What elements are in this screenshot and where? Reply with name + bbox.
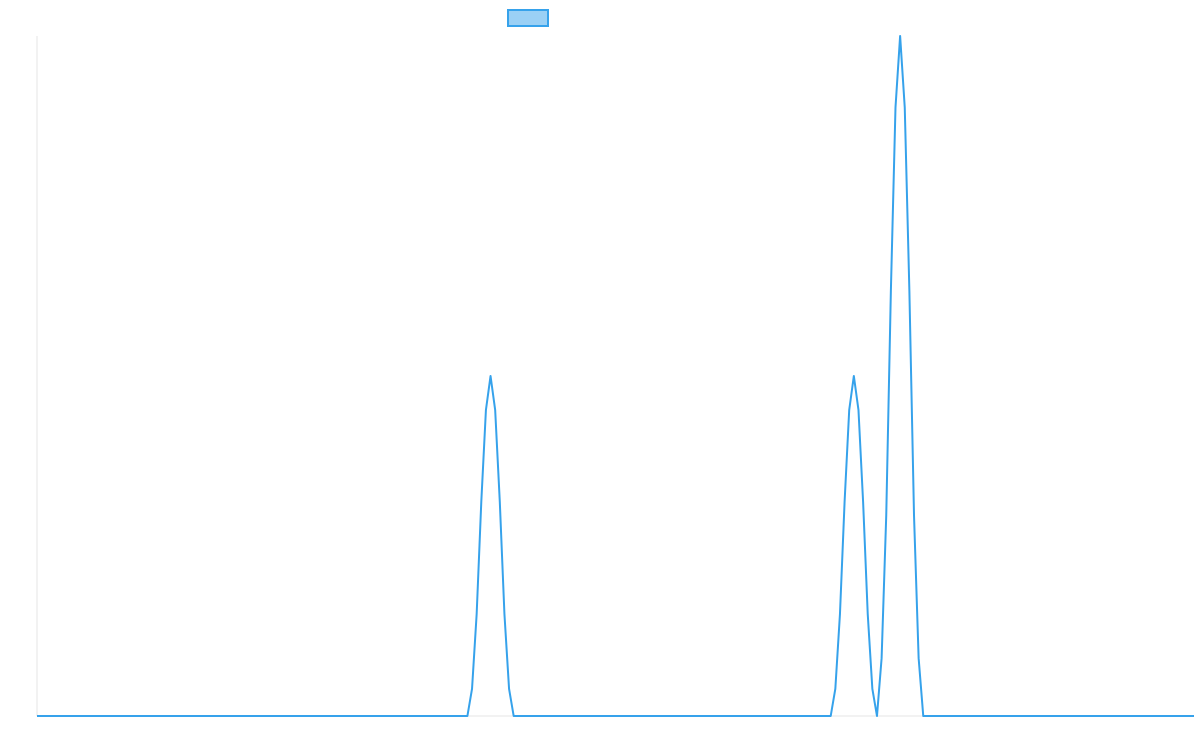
legend-swatch[interactable]	[507, 9, 549, 27]
series-layer	[37, 35, 1194, 717]
series-line-1[interactable]	[37, 35, 1194, 717]
legend[interactable]	[507, 9, 549, 27]
axes	[36, 36, 1194, 717]
